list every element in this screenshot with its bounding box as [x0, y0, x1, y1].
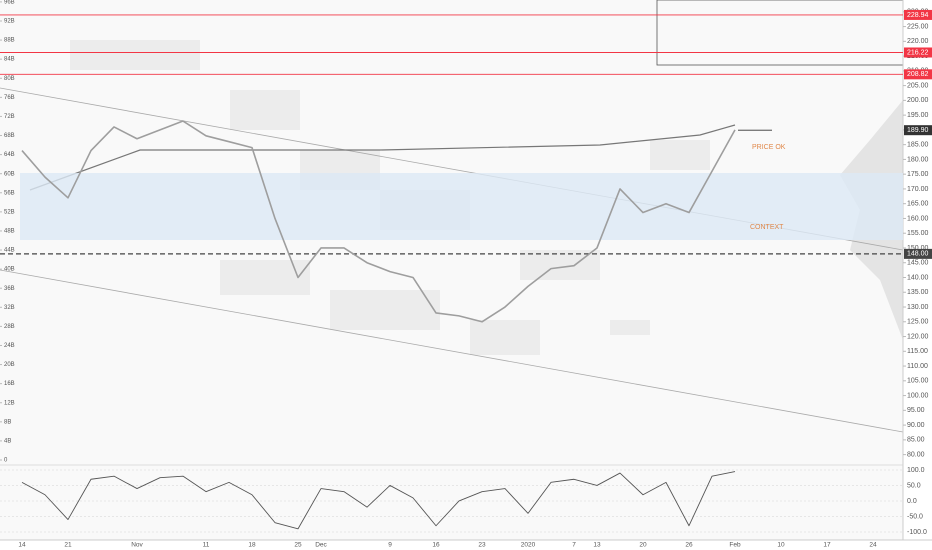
volume-tick-label: 76B: [4, 95, 15, 101]
x-tick-label: 7: [572, 542, 576, 549]
y-tick-label: 130.00: [907, 304, 929, 311]
volume-tick-label: 4B: [4, 438, 11, 444]
volume-tick-label: 88B: [4, 38, 15, 44]
y-tick-label: 170.00: [907, 186, 929, 193]
level-label-bg: [904, 47, 932, 58]
volume-tick-label: 44B: [4, 248, 15, 254]
annotation: CONTEXT: [750, 224, 784, 231]
x-tick-label: 21: [64, 542, 72, 549]
volume-tick-label: 92B: [4, 19, 15, 25]
y-tick-label: 120.00: [907, 333, 929, 340]
oscillator-tick-label: -100.0: [907, 529, 927, 536]
level-label-bg: [904, 125, 932, 136]
volume-tick-label: 48B: [4, 229, 15, 235]
x-tick-label: 23: [478, 542, 486, 549]
price-line: [21, 120, 736, 323]
x-tick-label: 9: [388, 542, 392, 549]
volume-tick-label: 64B: [4, 152, 15, 158]
level-label: 148.00: [907, 251, 929, 258]
y-tick-label: 95.00: [907, 407, 925, 414]
y-tick-label: 135.00: [907, 289, 929, 296]
zone: [20, 172, 903, 241]
y-tick-label: 185.00: [907, 141, 929, 148]
volume-tick-label: 52B: [4, 209, 15, 215]
volume-tick-label: 40B: [4, 267, 15, 273]
x-tick-label: 11: [203, 542, 210, 549]
y-tick-label: 220.00: [907, 38, 929, 45]
volume-tick-label: 72B: [4, 114, 15, 120]
x-tick-label: 24: [869, 542, 877, 549]
level-label-bg: [904, 248, 932, 259]
y-tick-label: 160.00: [907, 215, 929, 222]
volume-tick-label: 56B: [4, 190, 15, 196]
level-label: 208.82: [907, 71, 929, 78]
y-tick-label: 125.00: [907, 319, 929, 326]
volume-tick-label: 20B: [4, 362, 15, 368]
x-tick-label: Nov: [131, 542, 143, 549]
x-tick-label: Feb: [729, 542, 741, 549]
y-tick-label: 165.00: [907, 201, 929, 208]
x-tick-label: 20: [639, 542, 647, 549]
level-label: 189.90: [907, 127, 929, 134]
volume-tick-label: 36B: [4, 286, 15, 292]
volume-tick-label: 68B: [4, 133, 15, 139]
level-label-bg: [904, 69, 932, 80]
oscillator-tick-label: 100.0: [907, 467, 925, 474]
oscillator-tick-label: 50.0: [907, 482, 921, 489]
y-tick-label: 150.00: [907, 245, 929, 252]
volume-tick-label: 96B: [4, 0, 15, 5]
y-tick-label: 100.00: [907, 392, 929, 399]
x-tick-label: 18: [248, 542, 256, 549]
y-tick-label: 140.00: [907, 274, 929, 281]
x-tick-label: 16: [432, 542, 440, 549]
oscillator-line: [21, 471, 736, 530]
volume-tick-label: 0: [4, 458, 8, 464]
x-tick-label: Dec: [315, 542, 327, 549]
y-tick-label: 145.00: [907, 260, 929, 267]
annotation: PRICE OK: [752, 144, 786, 151]
level-label-bg: [904, 9, 932, 20]
oscillator-tick-label: 0.0: [907, 498, 917, 505]
volume-tick-label: 80B: [4, 76, 15, 82]
volume-tick-label: 28B: [4, 324, 15, 330]
volume-tick-label: 84B: [4, 57, 15, 63]
y-tick-label: 90.00: [907, 422, 925, 429]
y-tick-label: 200.00: [907, 97, 929, 104]
y-tick-label: 205.00: [907, 82, 929, 89]
y-tick-label: 110.00: [907, 363, 928, 370]
x-tick-label: 26: [685, 542, 693, 549]
x-tick-label: 17: [823, 542, 831, 549]
y-tick-label: 155.00: [907, 230, 929, 237]
volume-tick-label: 24B: [4, 343, 15, 349]
volume-tick-label: 16B: [4, 381, 15, 387]
level-label: 228.94: [907, 12, 929, 19]
volume-tick-label: 32B: [4, 305, 15, 311]
x-tick-label: 13: [593, 542, 601, 549]
y-tick-label: 85.00: [907, 437, 925, 444]
y-tick-label: 195.00: [907, 112, 929, 119]
x-tick-label: 10: [777, 542, 785, 549]
volume-tick-label: 60B: [4, 171, 15, 177]
y-tick-label: 225.00: [907, 23, 929, 30]
plot-background: [0, 0, 903, 540]
volume-tick-label: 8B: [4, 419, 11, 425]
y-tick-label: 180.00: [907, 156, 929, 163]
x-tick-label: 14: [18, 542, 26, 549]
y-tick-label: 115.00: [907, 348, 928, 355]
y-tick-label: 105.00: [907, 378, 929, 385]
x-tick-label: 25: [294, 542, 302, 549]
oscillator-tick-label: -50.0: [907, 513, 923, 520]
x-tick-label: 2020: [521, 542, 536, 549]
volume-tick-label: 12B: [4, 400, 15, 406]
level-label: 216.22: [907, 49, 929, 56]
y-tick-label: 80.00: [907, 451, 925, 458]
y-tick-label: 175.00: [907, 171, 929, 178]
